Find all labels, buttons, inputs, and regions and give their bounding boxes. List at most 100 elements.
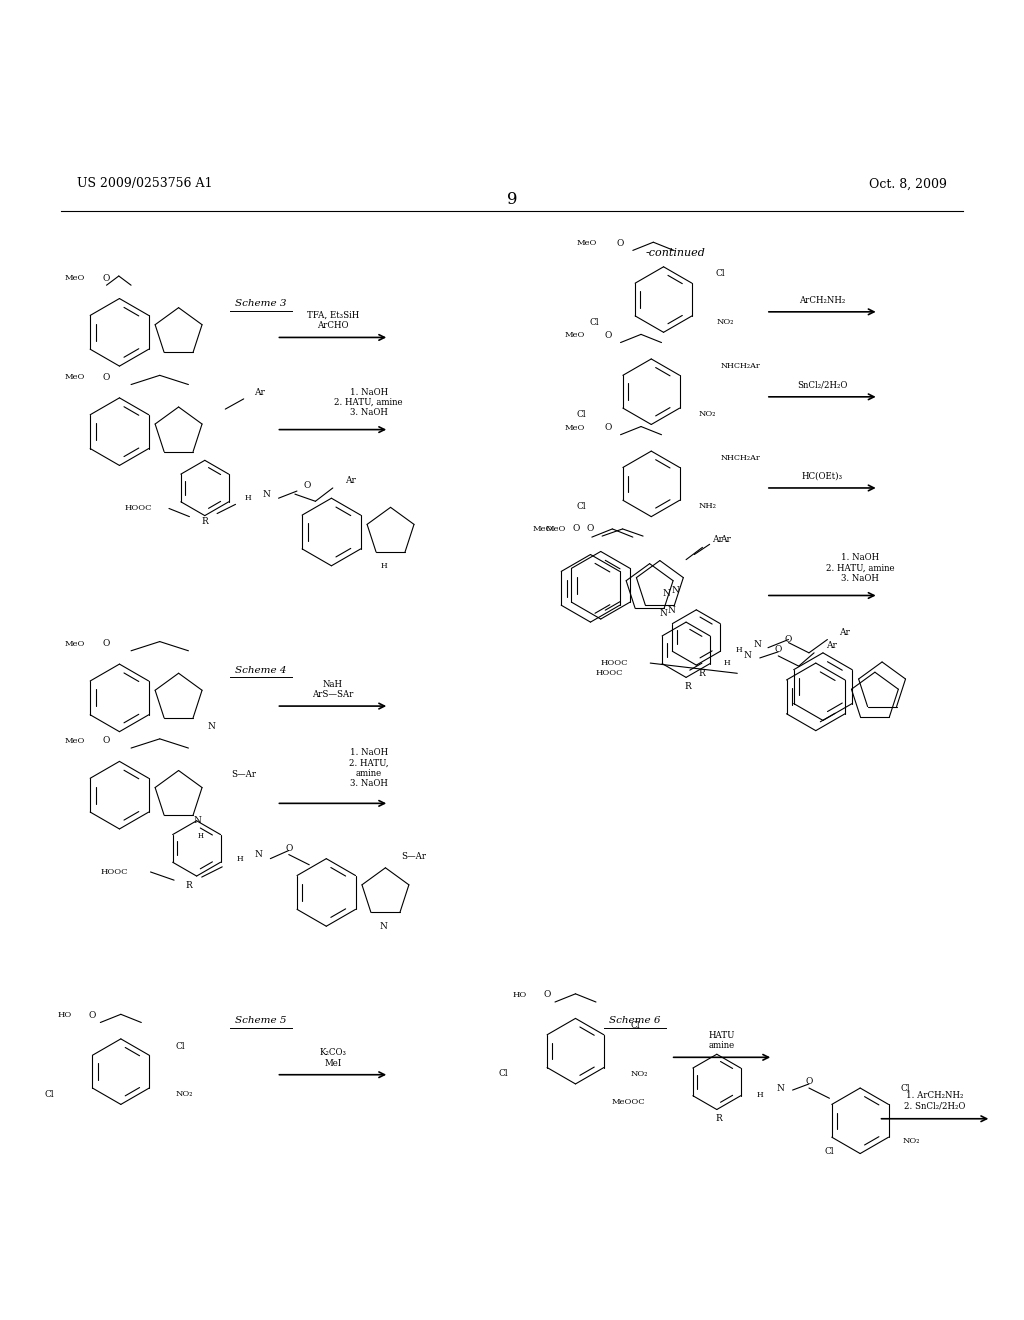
Text: R: R	[685, 682, 691, 692]
Text: MeO: MeO	[532, 525, 553, 533]
Text: N: N	[776, 1084, 784, 1093]
Text: 1. ArCH₂NH₂
2. SnCl₂/2H₂O: 1. ArCH₂NH₂ 2. SnCl₂/2H₂O	[904, 1092, 966, 1110]
Text: H: H	[736, 645, 742, 653]
Text: Ar: Ar	[840, 628, 850, 636]
Text: N: N	[379, 921, 387, 931]
Text: N: N	[659, 610, 668, 618]
Text: N: N	[663, 589, 671, 598]
Text: Cl: Cl	[589, 318, 599, 326]
Text: HOOC: HOOC	[101, 869, 128, 876]
Text: R: R	[698, 669, 705, 677]
Text: NHCH₂Ar: NHCH₂Ar	[721, 362, 761, 370]
Text: 1. NaOH
2. HATU, amine
3. NaOH: 1. NaOH 2. HATU, amine 3. NaOH	[334, 388, 403, 417]
Text: 1. NaOH
2. HATU, amine
3. NaOH: 1. NaOH 2. HATU, amine 3. NaOH	[825, 553, 895, 583]
Text: HOOC: HOOC	[601, 659, 628, 667]
Text: H: H	[757, 1092, 763, 1100]
Text: NH₂: NH₂	[698, 503, 717, 511]
Text: Cl: Cl	[175, 1041, 185, 1051]
Text: O: O	[572, 524, 581, 533]
Text: MeOOC: MeOOC	[612, 1098, 645, 1106]
Text: Cl: Cl	[44, 1090, 54, 1098]
Text: O: O	[102, 372, 111, 381]
Text: Cl: Cl	[715, 269, 725, 279]
Text: 9: 9	[507, 190, 517, 207]
Text: N: N	[668, 606, 676, 615]
Text: Scheme 3: Scheme 3	[236, 300, 287, 308]
Text: NO₂: NO₂	[902, 1138, 921, 1146]
Text: S—Ar: S—Ar	[231, 770, 256, 779]
Text: 1. NaOH
2. HATU,
amine
3. NaOH: 1. NaOH 2. HATU, amine 3. NaOH	[349, 748, 388, 788]
Text: Oct. 8, 2009: Oct. 8, 2009	[869, 177, 947, 190]
Text: H: H	[245, 494, 251, 502]
Text: MeO: MeO	[546, 525, 566, 533]
Text: H: H	[237, 854, 243, 863]
Text: H: H	[724, 659, 730, 667]
Text: N: N	[672, 586, 680, 595]
Text: Ar: Ar	[254, 388, 264, 397]
Text: HO: HO	[512, 991, 526, 999]
Text: S—Ar: S—Ar	[401, 853, 426, 861]
Text: O: O	[805, 1077, 813, 1086]
Text: N: N	[743, 651, 752, 660]
Text: MeO: MeO	[65, 374, 85, 381]
Text: Cl: Cl	[577, 502, 587, 511]
Text: R: R	[202, 517, 208, 527]
Text: Ar: Ar	[720, 535, 730, 544]
Text: O: O	[604, 422, 612, 432]
Text: NO₂: NO₂	[630, 1069, 648, 1077]
Text: MeO: MeO	[577, 239, 597, 247]
Text: H: H	[381, 562, 387, 570]
Text: ArCH₂NH₂: ArCH₂NH₂	[799, 296, 846, 305]
Text: TFA, Et₃SiH
ArCHO: TFA, Et₃SiH ArCHO	[306, 312, 359, 330]
Text: -continued: -continued	[646, 248, 706, 259]
Text: NO₂: NO₂	[716, 318, 734, 326]
Text: H: H	[198, 832, 204, 840]
Text: O: O	[586, 524, 594, 533]
Text: HO: HO	[57, 1011, 72, 1019]
Text: R: R	[716, 1114, 722, 1123]
Text: HOOC: HOOC	[596, 669, 623, 677]
Text: O: O	[88, 1011, 96, 1020]
Text: Cl: Cl	[900, 1084, 910, 1093]
Text: HATU
amine: HATU amine	[709, 1031, 735, 1051]
Text: O: O	[102, 273, 111, 282]
Text: Cl: Cl	[630, 1022, 640, 1030]
Text: MeO: MeO	[564, 424, 585, 432]
Text: MeO: MeO	[564, 331, 585, 339]
Text: O: O	[285, 843, 293, 853]
Text: O: O	[543, 990, 551, 999]
Text: NaH
ArS—SAr: NaH ArS—SAr	[312, 680, 353, 698]
Text: MeO: MeO	[65, 640, 85, 648]
Text: K₂CO₃
MeI: K₂CO₃ MeI	[319, 1048, 346, 1068]
Text: N: N	[254, 850, 262, 859]
Text: N: N	[194, 816, 202, 825]
Text: Cl: Cl	[824, 1147, 835, 1156]
Text: O: O	[616, 239, 625, 248]
Text: NHCH₂Ar: NHCH₂Ar	[721, 454, 761, 462]
Text: MeO: MeO	[65, 275, 85, 282]
Text: O: O	[774, 645, 782, 655]
Text: SnCl₂/2H₂O: SnCl₂/2H₂O	[797, 380, 848, 389]
Text: O: O	[102, 639, 111, 648]
Text: N: N	[262, 490, 270, 499]
Text: NO₂: NO₂	[698, 411, 717, 418]
Text: HOOC: HOOC	[125, 504, 152, 512]
Text: Ar: Ar	[713, 535, 723, 544]
Text: Cl: Cl	[499, 1069, 509, 1078]
Text: Scheme 6: Scheme 6	[609, 1016, 660, 1024]
Text: HC(OEt)₃: HC(OEt)₃	[802, 471, 843, 480]
Text: Cl: Cl	[577, 409, 587, 418]
Text: NO₂: NO₂	[175, 1090, 194, 1098]
Text: O: O	[604, 331, 612, 339]
Text: R: R	[185, 880, 191, 890]
Text: N: N	[754, 640, 762, 649]
Text: Scheme 4: Scheme 4	[236, 665, 287, 675]
Text: MeO: MeO	[65, 737, 85, 744]
Text: N: N	[207, 722, 215, 731]
Text: O: O	[303, 482, 311, 491]
Text: Ar: Ar	[826, 642, 837, 651]
Text: US 2009/0253756 A1: US 2009/0253756 A1	[77, 177, 212, 190]
Text: Scheme 5: Scheme 5	[236, 1016, 287, 1024]
Text: O: O	[784, 635, 793, 644]
Text: Ar: Ar	[345, 477, 355, 486]
